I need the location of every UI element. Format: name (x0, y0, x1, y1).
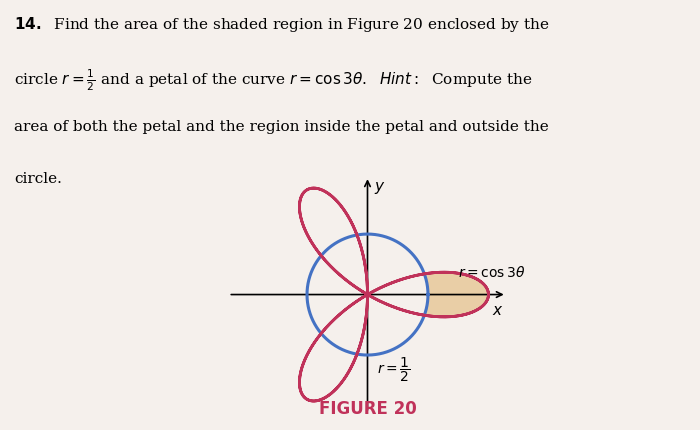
Text: circle $r = \frac{1}{2}$ and a petal of the curve $r = \cos 3\theta.$  $\mathit{: circle $r = \frac{1}{2}$ and a petal of … (14, 68, 532, 93)
Text: $y$: $y$ (374, 181, 385, 197)
Text: $x$: $x$ (492, 304, 504, 318)
Polygon shape (424, 272, 489, 317)
Text: circle.: circle. (14, 172, 62, 186)
Text: area of both the petal and the region inside the petal and outside the: area of both the petal and the region in… (14, 120, 549, 134)
Text: $\mathbf{14.}$  Find the area of the shaded region in Figure 20 enclosed by the: $\mathbf{14.}$ Find the area of the shad… (14, 15, 550, 34)
Text: $r = \cos 3\theta$: $r = \cos 3\theta$ (458, 265, 526, 280)
Text: $r = \dfrac{1}{2}$: $r = \dfrac{1}{2}$ (377, 355, 411, 384)
Text: FIGURE 20: FIGURE 20 (318, 399, 416, 418)
